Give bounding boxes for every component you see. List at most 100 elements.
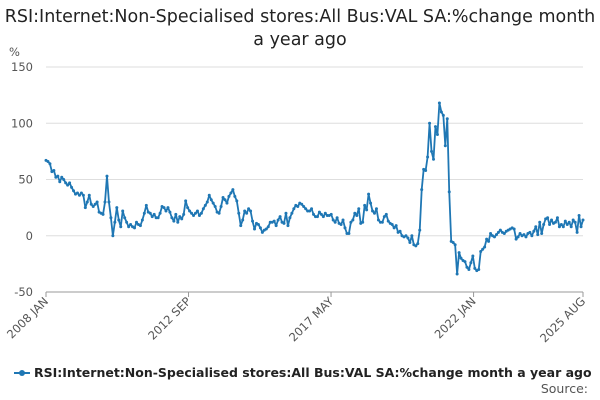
data-point[interactable] [546, 216, 550, 220]
data-point[interactable] [81, 193, 85, 197]
data-point[interactable] [278, 215, 282, 219]
data-point[interactable] [384, 212, 388, 216]
data-point[interactable] [304, 207, 308, 211]
data-point[interactable] [87, 193, 91, 197]
data-point[interactable] [380, 220, 384, 224]
data-point[interactable] [573, 220, 577, 224]
data-point[interactable] [158, 211, 162, 215]
data-point[interactable] [219, 205, 223, 208]
data-point[interactable] [77, 193, 81, 197]
data-point[interactable] [355, 214, 359, 217]
data-point[interactable] [550, 218, 554, 222]
data-point[interactable] [457, 251, 461, 255]
data-point[interactable] [557, 225, 561, 229]
data-point[interactable] [115, 206, 119, 210]
data-point[interactable] [247, 207, 251, 211]
data-point[interactable] [347, 232, 351, 235]
data-point[interactable] [567, 220, 571, 224]
data-point[interactable] [172, 219, 176, 223]
data-point[interactable] [518, 232, 522, 235]
data-point[interactable] [251, 219, 255, 223]
data-point[interactable] [266, 225, 270, 229]
data-point[interactable] [134, 220, 138, 224]
data-point[interactable] [91, 205, 95, 208]
data-point[interactable] [308, 209, 312, 213]
data-point[interactable] [123, 216, 127, 220]
data-point[interactable] [477, 268, 481, 271]
data-point[interactable] [235, 199, 239, 203]
data-point[interactable] [178, 215, 182, 219]
data-point[interactable] [217, 211, 221, 215]
data-point[interactable] [414, 244, 418, 248]
data-point[interactable] [121, 209, 125, 213]
data-point[interactable] [180, 217, 184, 221]
data-point[interactable] [465, 265, 469, 269]
data-point[interactable] [386, 219, 390, 223]
data-point[interactable] [424, 169, 428, 172]
data-point[interactable] [225, 201, 229, 205]
data-point[interactable] [79, 191, 83, 195]
data-point[interactable] [274, 224, 278, 228]
data-point[interactable] [199, 211, 203, 215]
data-point[interactable] [85, 200, 89, 204]
data-point[interactable] [109, 216, 113, 220]
data-point[interactable] [487, 239, 491, 243]
data-point[interactable] [75, 191, 79, 195]
data-point[interactable] [390, 223, 394, 226]
data-point[interactable] [341, 218, 345, 222]
data-point[interactable] [162, 206, 166, 210]
data-point[interactable] [296, 205, 300, 208]
data-point[interactable] [581, 218, 585, 222]
data-point[interactable] [404, 234, 408, 238]
data-point[interactable] [201, 207, 205, 211]
data-point[interactable] [463, 260, 467, 264]
data-point[interactable] [481, 247, 485, 251]
data-point[interactable] [483, 245, 487, 249]
data-point[interactable] [548, 223, 552, 226]
data-point[interactable] [127, 225, 131, 229]
data-point[interactable] [351, 218, 355, 222]
data-point[interactable] [479, 250, 483, 253]
data-point[interactable] [58, 180, 62, 184]
data-point[interactable] [439, 110, 443, 114]
data-point[interactable] [453, 243, 457, 247]
data-point[interactable] [117, 218, 121, 222]
data-point[interactable] [538, 220, 542, 224]
data-point[interactable] [152, 212, 156, 216]
data-point[interactable] [133, 226, 137, 230]
data-point[interactable] [418, 228, 422, 232]
data-point[interactable] [48, 162, 52, 166]
data-point[interactable] [284, 211, 288, 215]
data-point[interactable] [142, 211, 146, 215]
data-point[interactable] [532, 229, 536, 233]
data-point[interactable] [416, 242, 420, 246]
data-point[interactable] [184, 199, 188, 203]
data-point[interactable] [494, 233, 498, 237]
data-point[interactable] [140, 218, 144, 222]
data-point[interactable] [323, 211, 327, 215]
data-point[interactable] [317, 210, 321, 214]
data-point[interactable] [89, 202, 93, 206]
data-point[interactable] [197, 214, 201, 217]
data-point[interactable] [426, 155, 430, 159]
data-point[interactable] [398, 229, 402, 233]
data-point[interactable] [349, 220, 353, 224]
data-point[interactable] [156, 216, 160, 220]
data-point[interactable] [441, 113, 445, 117]
data-point[interactable] [260, 230, 264, 234]
data-point[interactable] [186, 206, 190, 210]
data-point[interactable] [561, 225, 565, 229]
data-point[interactable] [192, 214, 196, 217]
data-point[interactable] [394, 224, 398, 228]
data-point[interactable] [103, 200, 107, 204]
data-point[interactable] [565, 223, 569, 226]
data-point[interactable] [335, 216, 339, 220]
data-point[interactable] [56, 174, 60, 178]
data-point[interactable] [176, 220, 180, 224]
data-point[interactable] [258, 226, 262, 230]
data-point[interactable] [245, 211, 249, 215]
data-point[interactable] [496, 230, 500, 234]
data-point[interactable] [563, 219, 567, 223]
data-point[interactable] [502, 232, 506, 235]
data-point[interactable] [272, 219, 276, 223]
